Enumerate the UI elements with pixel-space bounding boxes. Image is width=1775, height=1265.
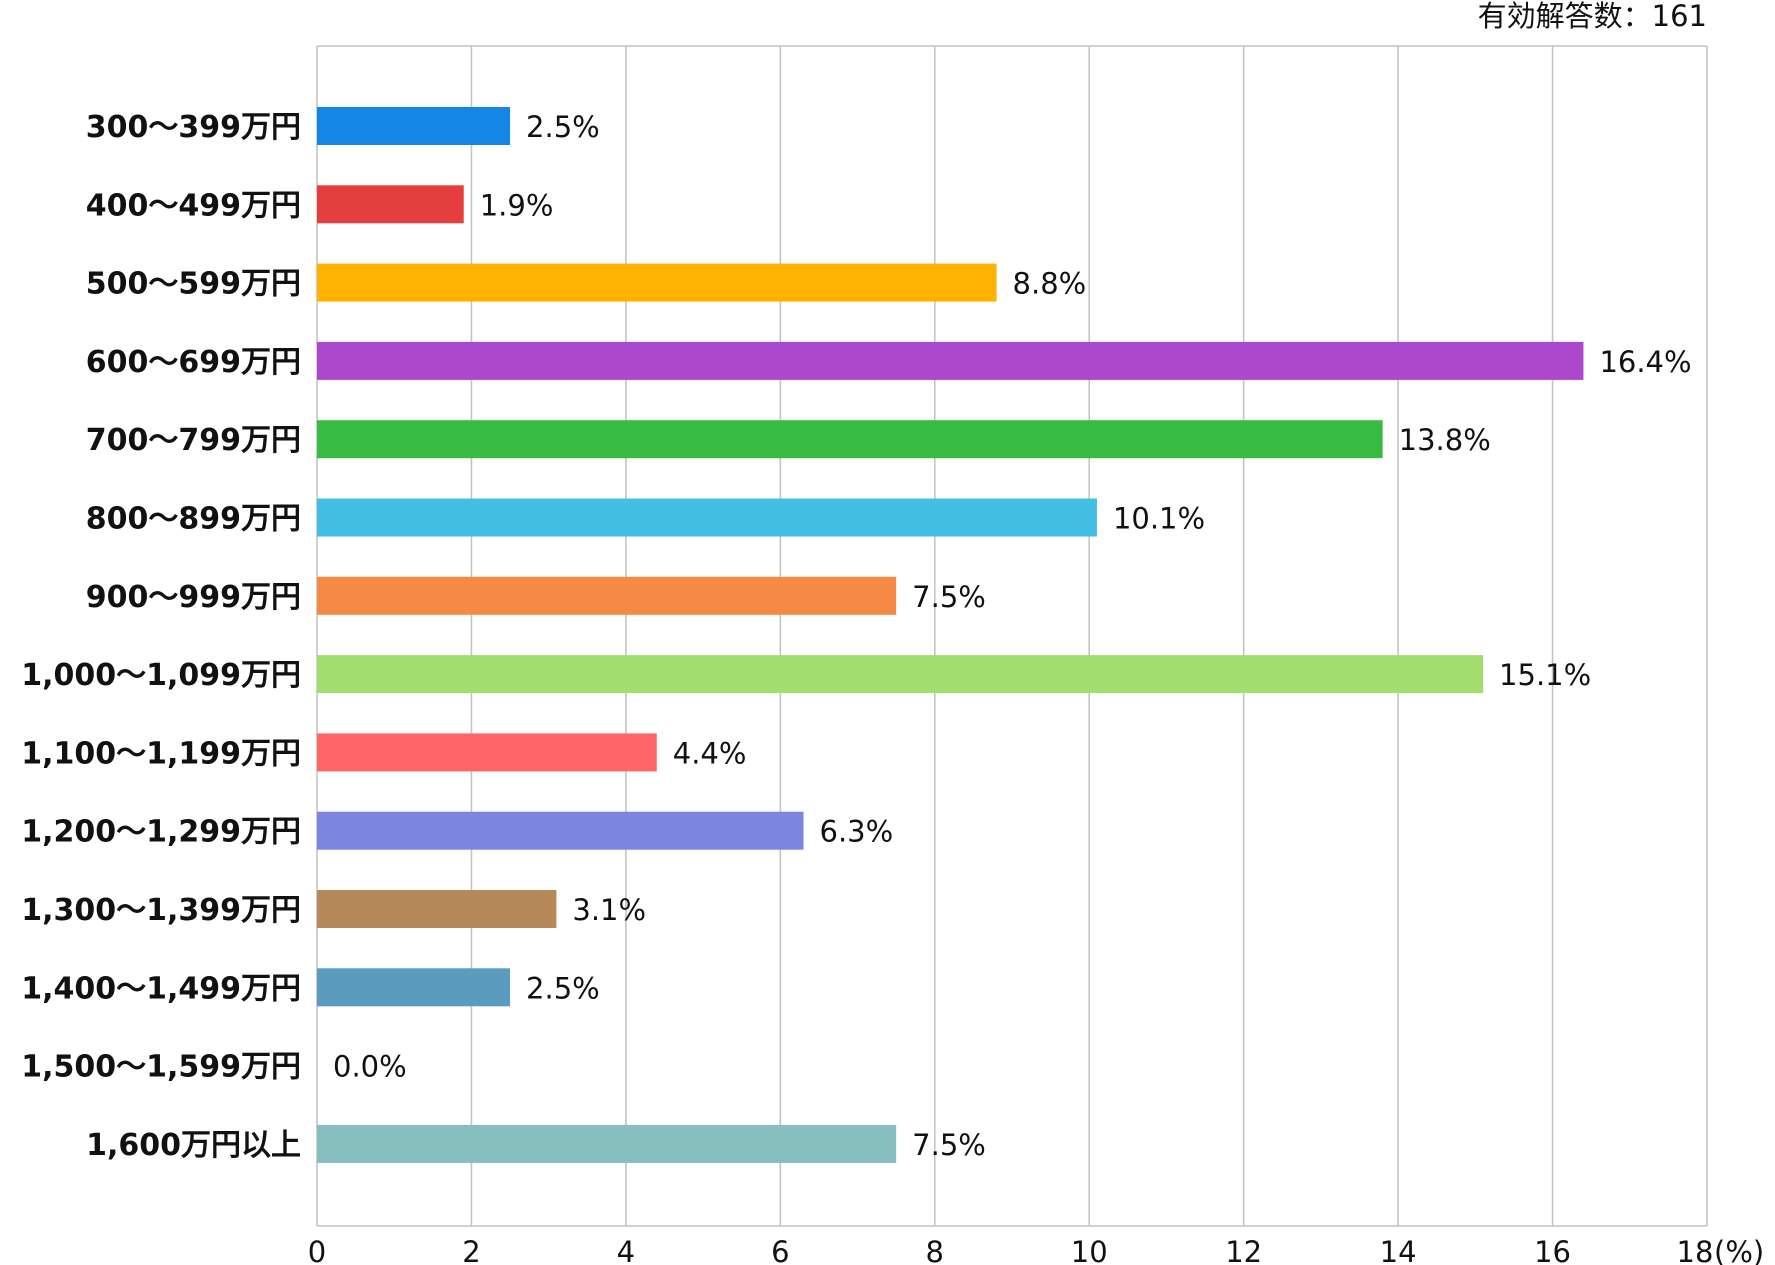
category-label: 700～799万円 — [86, 423, 301, 458]
category-label: 400～499万円 — [86, 188, 301, 223]
x-tick-label: 0 — [308, 1235, 326, 1265]
value-label: 7.5% — [912, 1128, 986, 1162]
x-tick-label: 14 — [1380, 1235, 1417, 1265]
bar — [317, 263, 997, 302]
response-count-note: 有効解答数：161 — [1478, 0, 1707, 33]
x-tick-label: 18 — [1677, 1235, 1714, 1265]
value-label: 2.5% — [526, 971, 600, 1005]
bar — [317, 890, 557, 928]
category-label: 300～399万円 — [86, 110, 301, 145]
bar — [317, 341, 1584, 380]
bar — [317, 655, 1484, 694]
x-axis: 0 2 4 6 8 10 12 14 16 18 (%) — [308, 1235, 1764, 1265]
category-label: 800～899万円 — [86, 502, 301, 537]
x-tick-label: 2 — [462, 1235, 480, 1265]
value-label: 16.4% — [1599, 345, 1691, 379]
value-label: 15.1% — [1499, 658, 1591, 692]
bar — [317, 968, 511, 1007]
category-label: 600～699万円 — [86, 345, 301, 380]
bar — [317, 733, 657, 772]
x-tick-label: 12 — [1225, 1235, 1262, 1265]
x-tick-label: 4 — [617, 1235, 635, 1265]
value-label: 6.3% — [820, 815, 894, 849]
grid-layer — [316, 45, 1708, 1227]
x-tick-label: 6 — [771, 1235, 789, 1265]
value-label: 3.1% — [572, 893, 646, 927]
bar — [317, 498, 1097, 537]
value-label: 13.8% — [1399, 423, 1491, 457]
x-tick-label: 16 — [1534, 1235, 1571, 1265]
labels-layer: 300～399万円 2.5% 400～499万円 1.9% 500～599万円 8.8% 6… — [21, 110, 1691, 1163]
bar — [317, 107, 511, 145]
category-label: 1,200～1,299万円 — [21, 815, 301, 850]
value-label: 1.9% — [480, 188, 554, 222]
bar — [317, 1124, 897, 1163]
value-label: 0.0% — [333, 1050, 407, 1084]
category-label: 500～599万円 — [86, 267, 301, 302]
category-label: 1,600万円以上 — [86, 1128, 301, 1163]
value-label: 8.8% — [1013, 267, 1087, 301]
x-axis-unit: (%) — [1714, 1235, 1764, 1265]
value-label: 4.4% — [673, 736, 747, 770]
category-label: 900～999万円 — [86, 580, 301, 615]
category-label: 1,300～1,399万円 — [21, 893, 301, 928]
bars-layer — [317, 107, 1584, 1163]
category-label: 1,000～1,099万円 — [21, 658, 301, 693]
x-tick-label: 8 — [926, 1235, 944, 1265]
category-label: 1,100～1,199万円 — [21, 736, 301, 771]
category-label: 1,500～1,599万円 — [21, 1050, 301, 1085]
bar — [317, 420, 1383, 459]
category-label: 1,400～1,499万円 — [21, 971, 301, 1006]
bar — [317, 576, 897, 615]
bar — [317, 185, 464, 224]
value-label: 10.1% — [1113, 502, 1205, 536]
value-label: 2.5% — [526, 110, 600, 144]
bar — [317, 811, 804, 850]
x-tick-label: 10 — [1071, 1235, 1108, 1265]
value-label: 7.5% — [912, 580, 986, 614]
